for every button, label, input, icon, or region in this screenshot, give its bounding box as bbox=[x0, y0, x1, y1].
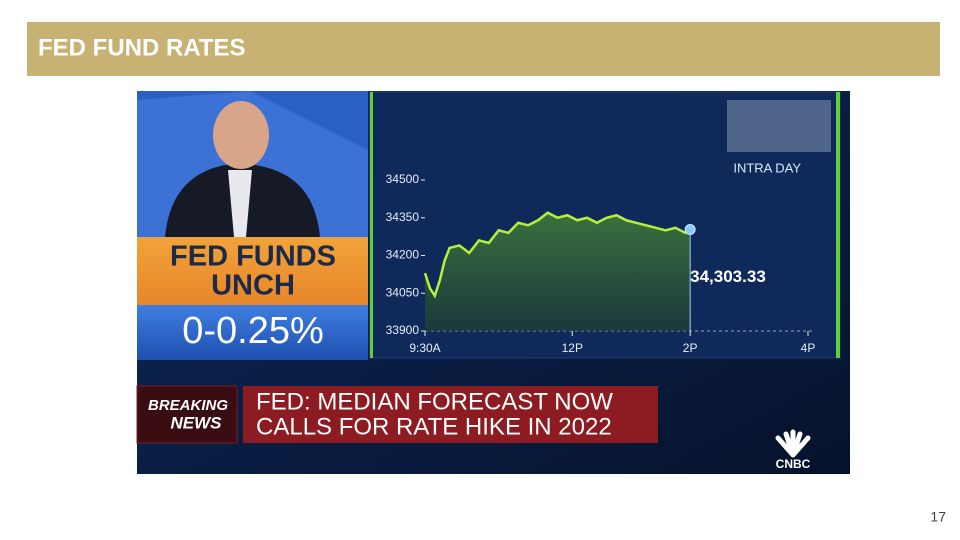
plot: 33900 34050 34200 34350 34500 9:30A 12P 2P 4P 34,… bbox=[386, 172, 816, 355]
title-bar bbox=[27, 22, 940, 76]
end-marker bbox=[684, 223, 696, 235]
y-tick-label: 34050 bbox=[386, 285, 420, 299]
breaking-text: NEWS bbox=[171, 413, 223, 432]
headline-line: CALLS FOR RATE HIKE IN 2022 bbox=[256, 413, 612, 440]
panel-edge bbox=[836, 92, 840, 358]
x-tick-label: 9:30A bbox=[409, 341, 440, 355]
anchor-shirt bbox=[228, 170, 252, 237]
panel-edge bbox=[370, 92, 373, 358]
y-tick-label: 33900 bbox=[386, 323, 420, 337]
headline-line: FED: MEDIAN FORECAST NOW bbox=[256, 388, 613, 415]
y-tick-label: 34200 bbox=[386, 248, 420, 262]
area bbox=[425, 212, 691, 331]
breaking-box bbox=[136, 385, 238, 444]
badge-bottom bbox=[137, 305, 368, 360]
breaking-text: BREAKING bbox=[148, 397, 228, 414]
anchor-head bbox=[213, 101, 269, 169]
y-tick-label: 34500 bbox=[386, 172, 420, 186]
screenshot: FED FUNDS UNCH 0-0.25% INTRA DAY 33900 34… bbox=[136, 91, 850, 474]
badge-line: UNCH bbox=[211, 270, 295, 302]
x-tick-label: 12P bbox=[562, 341, 583, 355]
page-number: 17 bbox=[930, 509, 946, 525]
headline-box bbox=[243, 386, 658, 443]
y-tick-label: 34350 bbox=[386, 210, 420, 224]
x-tick-label: 2P bbox=[683, 341, 698, 355]
badge-rate: 0-0.25% bbox=[182, 310, 324, 352]
logo-blur bbox=[727, 100, 831, 152]
badge-top bbox=[137, 237, 368, 305]
chart-label: INTRA DAY bbox=[733, 160, 801, 175]
value-label: 34,303.33 bbox=[690, 267, 766, 286]
network-name: CNBC bbox=[776, 457, 811, 471]
network-logo bbox=[775, 429, 811, 458]
line bbox=[423, 211, 691, 299]
slide-title: FED FUND RATES bbox=[38, 34, 246, 61]
badge-line: FED FUNDS bbox=[170, 241, 336, 273]
x-tick-label: 4P bbox=[801, 341, 816, 355]
